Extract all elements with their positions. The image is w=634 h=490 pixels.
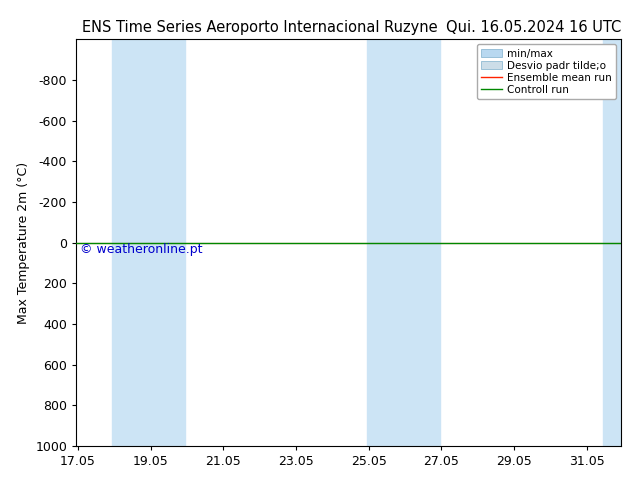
Y-axis label: Max Temperature 2m (°C): Max Temperature 2m (°C) — [16, 162, 30, 323]
Text: Qui. 16.05.2024 16 UTC: Qui. 16.05.2024 16 UTC — [446, 20, 621, 35]
Legend: min/max, Desvio padr tilde;o, Ensemble mean run, Controll run: min/max, Desvio padr tilde;o, Ensemble m… — [477, 45, 616, 99]
Bar — [112, 39, 185, 446]
Text: ENS Time Series Aeroporto Internacional Ruzyne: ENS Time Series Aeroporto Internacional … — [82, 20, 438, 35]
Bar — [603, 39, 628, 446]
Text: © weatheronline.pt: © weatheronline.pt — [80, 243, 202, 256]
Bar — [367, 39, 439, 446]
